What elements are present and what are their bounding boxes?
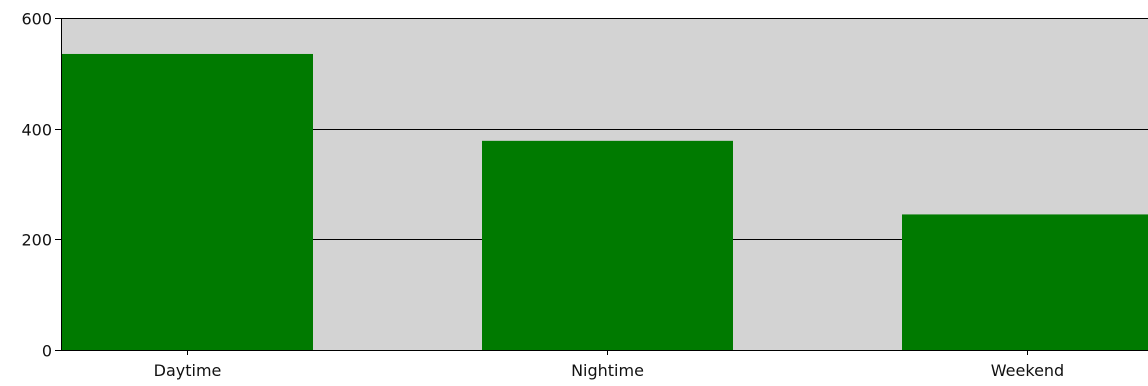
bar-daytime <box>62 53 313 350</box>
x-axis: Daytime Nightime Weekend <box>61 350 1148 380</box>
y-tick-label-600: 600 <box>21 10 52 29</box>
x-tick-label-daytime: Daytime <box>154 361 222 380</box>
y-tick-label-0: 0 <box>42 342 52 361</box>
x-tick-label-nightime: Nightime <box>571 361 644 380</box>
y-axis: 0 200 400 600 <box>21 10 62 361</box>
bar-weekend <box>902 214 1148 350</box>
y-tick-label-200: 200 <box>21 231 52 250</box>
bars <box>62 53 1148 350</box>
bar-nightime <box>482 140 733 350</box>
y-tick-label-400: 400 <box>21 121 52 140</box>
x-tick-label-weekend: Weekend <box>991 361 1064 380</box>
